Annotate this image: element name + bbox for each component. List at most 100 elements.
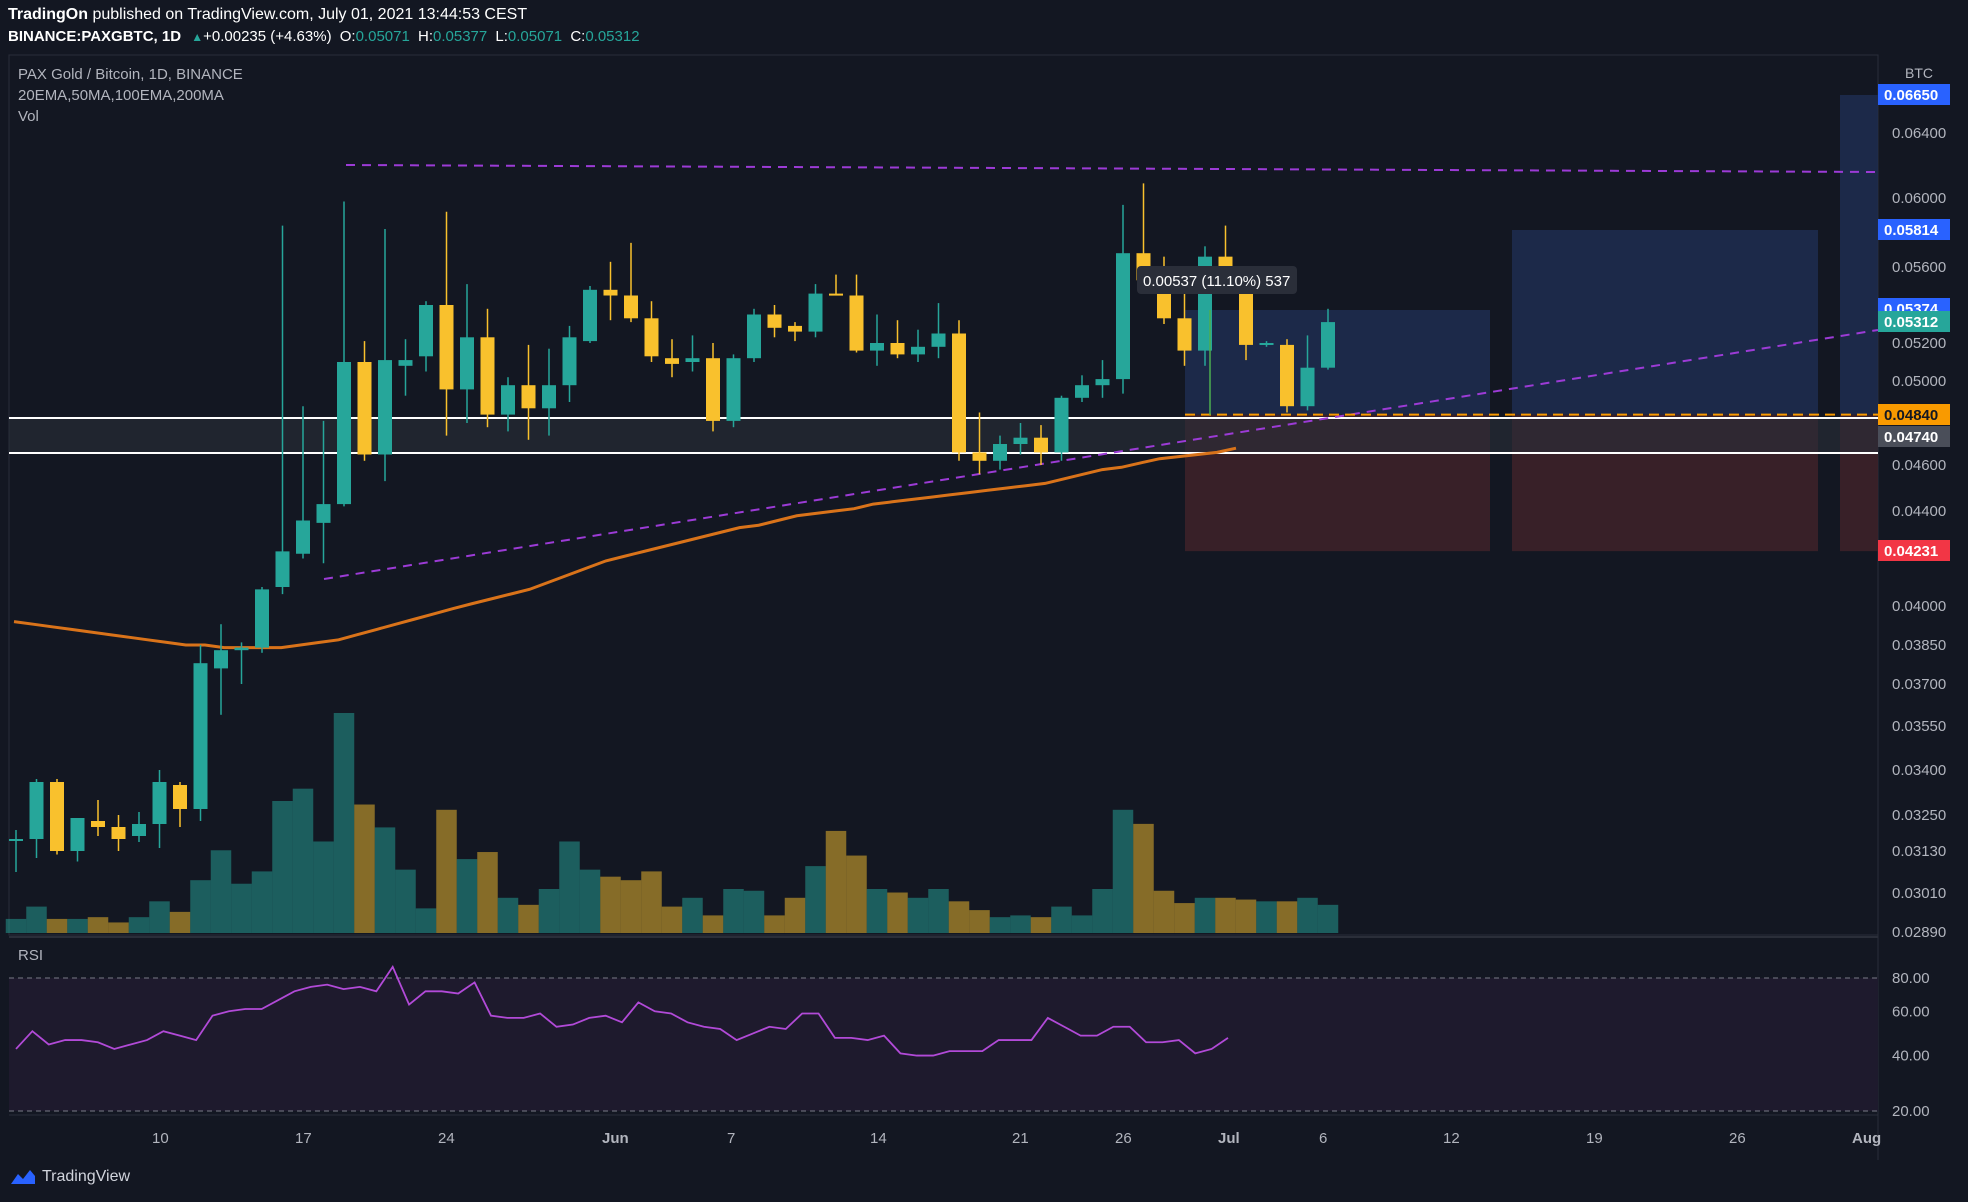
candle-body[interactable]: [521, 385, 536, 409]
candle-body[interactable]: [419, 305, 433, 357]
candle-body[interactable]: [624, 295, 638, 319]
target-zone[interactable]: [1512, 230, 1818, 415]
candle-body[interactable]: [583, 289, 597, 342]
volume-bar: [538, 889, 560, 933]
legend-indicators[interactable]: 20EMA,50MA,100EMA,200MA: [18, 87, 224, 104]
rsi-axis-tick: 80.00: [1892, 970, 1930, 987]
candle-body[interactable]: [173, 785, 187, 809]
author-name[interactable]: TradingOn: [8, 6, 88, 23]
candle-body[interactable]: [1095, 379, 1110, 386]
rsi-label[interactable]: RSI: [18, 947, 44, 964]
candle-body[interactable]: [1321, 322, 1335, 368]
candle-body[interactable]: [29, 782, 44, 839]
support-zone[interactable]: [9, 418, 1878, 453]
candle-body[interactable]: [1054, 397, 1069, 453]
candle-body[interactable]: [603, 289, 618, 296]
candle-body[interactable]: [111, 827, 126, 839]
volume-bar: [1010, 915, 1031, 933]
time-axis-tick: 12: [1443, 1130, 1460, 1147]
candle-body[interactable]: [316, 504, 331, 523]
candle-body[interactable]: [1034, 437, 1048, 453]
price-axis-tick: 0.03550: [1892, 718, 1946, 735]
candle-body[interactable]: [152, 782, 167, 824]
candle-body[interactable]: [1075, 385, 1089, 398]
candle-body[interactable]: [665, 358, 679, 364]
volume-bar: [333, 713, 355, 933]
volume-bar: [354, 804, 375, 933]
candle-body[interactable]: [296, 520, 310, 554]
time-axis-tick: 26: [1729, 1130, 1746, 1147]
tradingview-logo[interactable]: TradingView: [10, 1168, 130, 1186]
publish-text: published on TradingView.com, July 01, 2…: [92, 6, 528, 23]
candle-body[interactable]: [870, 343, 884, 351]
candle-body[interactable]: [644, 318, 659, 357]
candle-body[interactable]: [767, 314, 782, 328]
target-zone[interactable]: [1185, 310, 1490, 415]
candle-body[interactable]: [50, 782, 64, 851]
candle-body[interactable]: [234, 647, 249, 651]
price-label-text: 0.04231: [1884, 543, 1938, 560]
candle-body[interactable]: [972, 452, 987, 461]
candle-body[interactable]: [275, 551, 290, 587]
candle-body[interactable]: [398, 360, 413, 366]
candle-body[interactable]: [726, 358, 741, 421]
candle-body[interactable]: [1300, 367, 1315, 407]
volume-bar: [1051, 906, 1072, 933]
close-label: C:: [570, 28, 586, 45]
volume-bar: [743, 890, 765, 933]
low-value: 0.05071: [507, 28, 563, 45]
candle-body[interactable]: [132, 824, 146, 836]
candle-body[interactable]: [747, 314, 761, 359]
candle-body[interactable]: [1013, 437, 1028, 444]
candle-body[interactable]: [706, 358, 720, 421]
volume-bar: [907, 897, 929, 933]
candle-body[interactable]: [193, 663, 208, 809]
candle-body[interactable]: [542, 385, 556, 409]
candle-body[interactable]: [952, 333, 966, 453]
candle-body[interactable]: [1280, 344, 1294, 407]
candle-body[interactable]: [562, 337, 577, 386]
volume-bar: [887, 892, 908, 933]
volume-bar: [374, 827, 396, 933]
candle-body[interactable]: [460, 337, 474, 390]
candle-body[interactable]: [337, 362, 351, 505]
symbol-label[interactable]: BINANCE:PAXGBTC, 1D: [8, 28, 182, 45]
candle-body[interactable]: [214, 650, 228, 669]
price-label-tag: [1878, 426, 1950, 447]
volume-bar: [969, 910, 990, 933]
candle-body[interactable]: [808, 293, 823, 332]
candle-body[interactable]: [1259, 343, 1274, 345]
candle-body[interactable]: [378, 360, 392, 455]
resistance-trendline[interactable]: [345, 164, 1879, 173]
candle-body[interactable]: [685, 358, 700, 362]
candle-body[interactable]: [357, 362, 372, 455]
support-trendline[interactable]: [323, 329, 1879, 580]
candle-body[interactable]: [788, 325, 802, 332]
candle-body[interactable]: [1116, 253, 1130, 380]
candle-body[interactable]: [849, 295, 864, 351]
candle-body[interactable]: [480, 337, 495, 415]
candle-body[interactable]: [829, 293, 843, 296]
candle-body[interactable]: [911, 346, 925, 355]
candle-body[interactable]: [890, 343, 905, 355]
candle-body[interactable]: [91, 821, 105, 827]
publish-line: TradingOn published on TradingView.com, …: [8, 6, 527, 24]
volume-bar: [1092, 889, 1113, 933]
legend-title[interactable]: PAX Gold / Bitcoin, 1D, BINANCE: [18, 66, 243, 83]
measure-label: 0.00537 (11.10%) 537: [1143, 273, 1290, 290]
price-label-text: 0.05312: [1884, 314, 1938, 331]
candle-body[interactable]: [1177, 318, 1192, 351]
target-zone[interactable]: [1840, 95, 1878, 415]
candle-body[interactable]: [9, 839, 23, 841]
volume-bar: [682, 897, 703, 933]
candle-body[interactable]: [439, 305, 454, 390]
price-label-text: 0.04840: [1884, 407, 1938, 424]
price-label-text: 0.05814: [1884, 222, 1939, 239]
legend-volume[interactable]: Vol: [18, 108, 39, 125]
candle-body[interactable]: [70, 818, 85, 851]
candle-body[interactable]: [255, 589, 269, 648]
candle-body[interactable]: [501, 385, 515, 415]
candle-body[interactable]: [993, 444, 1007, 461]
candle-body[interactable]: [931, 333, 946, 347]
